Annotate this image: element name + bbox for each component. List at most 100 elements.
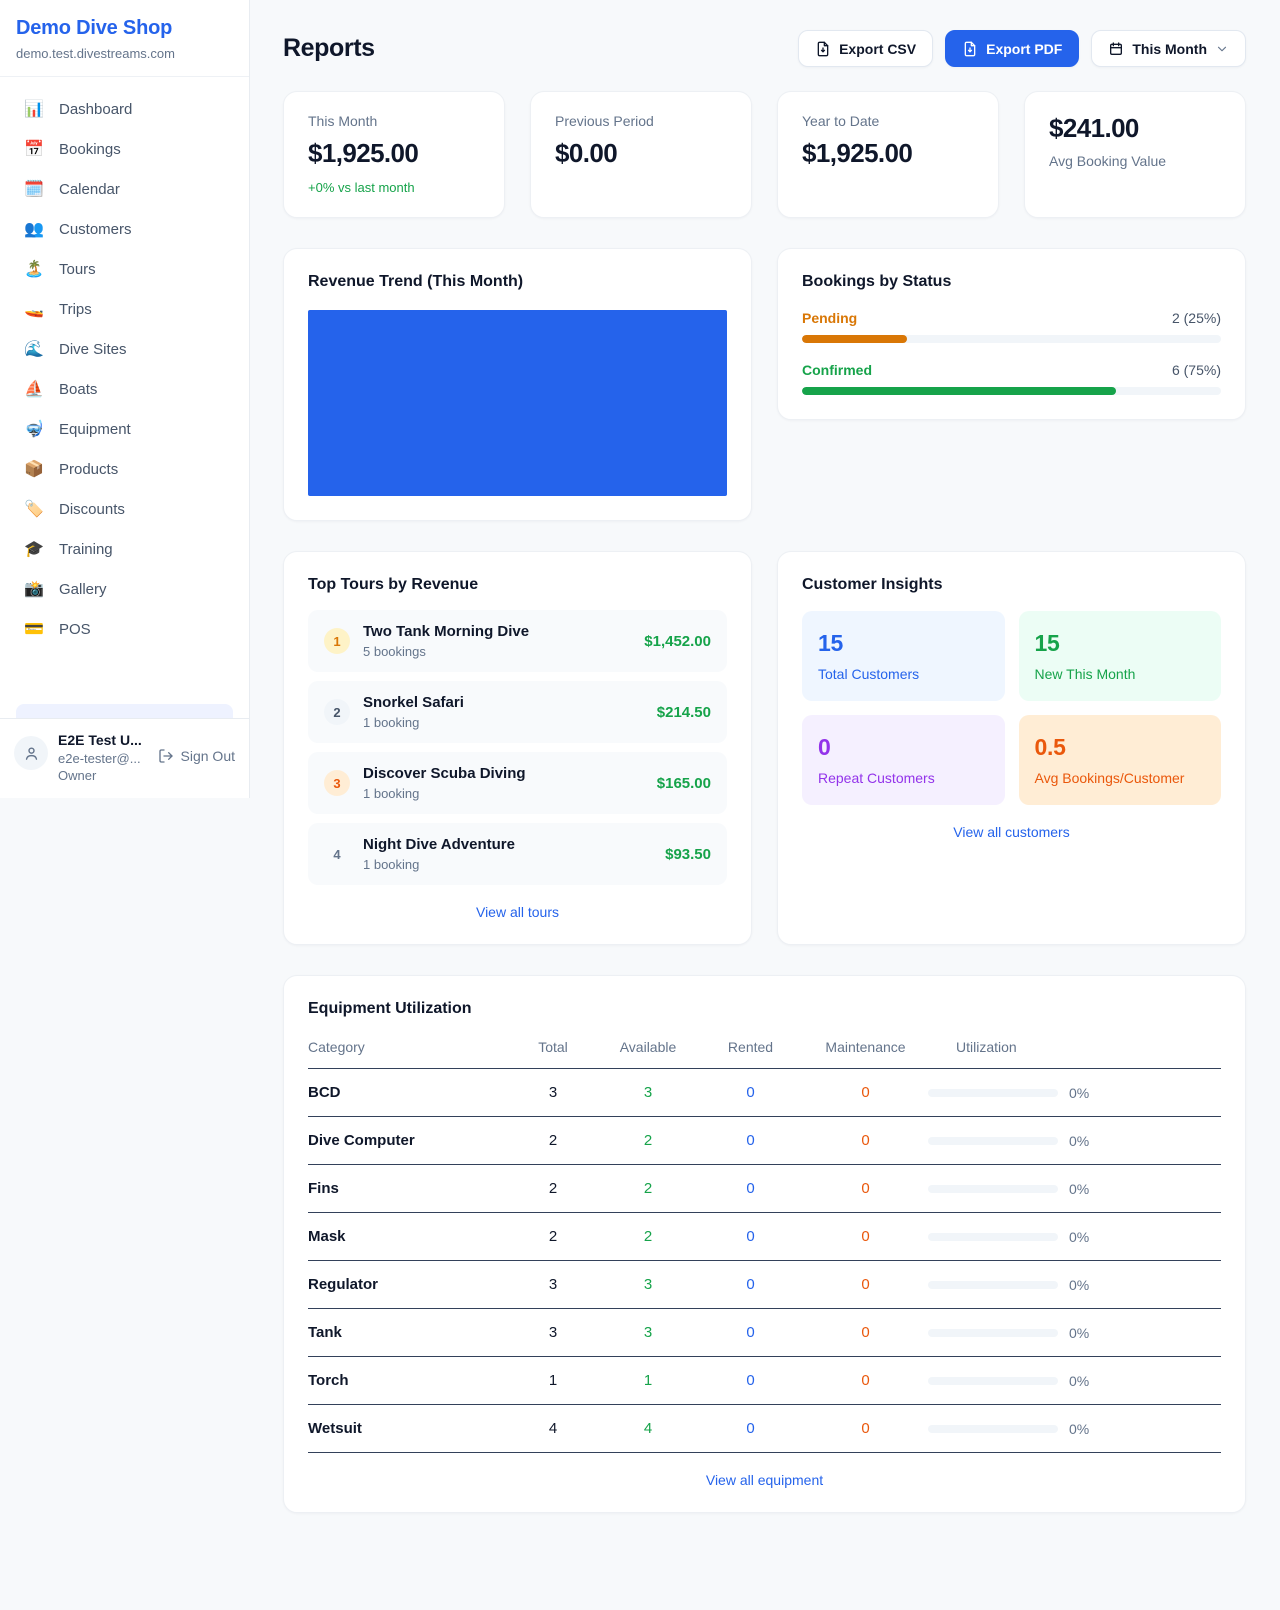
tour-row: 1 Two Tank Morning Dive 5 bookings $1,45…	[308, 610, 727, 672]
tour-bookings: 1 booking	[363, 715, 420, 730]
dive-sites-icon[interactable]: 🌊 Dive Sites	[8, 329, 241, 369]
calendar-icon[interactable]: 🗓️ Calendar	[8, 169, 241, 209]
utilization-percent: 0%	[1069, 1276, 1090, 1293]
export-pdf-label: Export PDF	[986, 40, 1063, 57]
equipment-available: 2	[643, 1132, 653, 1149]
customers-icon[interactable]: 👥 Customers	[8, 209, 241, 249]
period-dropdown[interactable]: This Month	[1091, 30, 1246, 67]
bookings-by-status-card: Bookings by Status Pending 2 (25%) Confi…	[777, 248, 1246, 420]
equipment-row: Tank 3 3 0 0 0%	[308, 1309, 1221, 1357]
equipment-rented: 0	[746, 1084, 755, 1101]
equipment-available: 3	[643, 1324, 653, 1341]
products-icon[interactable]: 📦 Products	[8, 449, 241, 489]
training-icon[interactable]: 🎓 Training	[8, 529, 241, 569]
equipment-row: Fins 2 2 0 0 0%	[308, 1165, 1221, 1213]
equipment-utilization-card: Equipment Utilization Category Total Ava…	[283, 975, 1246, 1513]
equipment-row: Wetsuit 4 4 0 0 0%	[308, 1405, 1221, 1453]
stat-value: $241.00	[1049, 113, 1139, 143]
insight-value: 15	[1034, 630, 1060, 656]
view-all-equipment-link[interactable]: View all equipment	[705, 1472, 824, 1488]
insight-label: New This Month	[1034, 666, 1136, 682]
stat-value: $1,925.00	[308, 138, 419, 168]
sidebar-item-active-partial[interactable]	[16, 704, 233, 718]
utilization-percent: 0%	[1069, 1228, 1090, 1245]
nav-label: Equipment	[59, 420, 131, 438]
shop-name: Demo Dive Shop	[16, 17, 173, 39]
equipment-category: Dive Computer	[308, 1132, 415, 1149]
nav-icon: 🌊	[24, 341, 44, 358]
avatar	[14, 736, 48, 770]
gallery-icon[interactable]: 📸 Gallery	[8, 569, 241, 609]
status-progress-fill	[802, 387, 1117, 395]
equipment-row: Mask 2 2 0 0 0%	[308, 1213, 1221, 1261]
shop-domain: demo.test.divestreams.com	[16, 46, 175, 61]
tours-icon[interactable]: 🏝️ Tours	[8, 249, 241, 289]
equipment-maintenance: 0	[861, 1324, 870, 1341]
page-title: Reports	[283, 34, 375, 62]
equipment-total: 3	[548, 1084, 558, 1101]
equipment-total: 3	[548, 1276, 558, 1293]
period-label: This Month	[1132, 40, 1207, 57]
equipment-maintenance: 0	[861, 1180, 870, 1197]
sidebar-nav: 📊 Dashboard 📅 Bookings 🗓️ Calendar 👥 Cus…	[0, 77, 249, 718]
insight-value: 0	[818, 734, 831, 760]
insight-tile: 15 New This Month	[1018, 611, 1221, 701]
top-tours-card: Top Tours by Revenue 1 Two Tank Morning …	[283, 551, 752, 945]
utilization-bar	[928, 1088, 1058, 1097]
export-pdf-button[interactable]: Export PDF	[945, 30, 1080, 67]
view-all-customers-link[interactable]: View all customers	[953, 824, 1070, 840]
equipment-category: Wetsuit	[308, 1420, 362, 1437]
top-tours-title: Top Tours by Revenue	[308, 576, 479, 593]
tour-bookings: 1 booking	[363, 786, 420, 801]
dashboard-icon[interactable]: 📊 Dashboard	[8, 89, 241, 129]
nav-icon: 🏝️	[24, 261, 44, 278]
second-row: Top Tours by Revenue 1 Two Tank Morning …	[283, 551, 1246, 945]
trips-icon[interactable]: 🚤 Trips	[8, 289, 241, 329]
nav-label: Boats	[59, 380, 98, 398]
pos-icon[interactable]: 💳 POS	[8, 609, 241, 649]
discounts-icon[interactable]: 🏷️ Discounts	[8, 489, 241, 529]
equipment-category: BCD	[308, 1084, 341, 1101]
bookings-icon[interactable]: 📅 Bookings	[8, 129, 241, 169]
utilization-percent: 0%	[1069, 1372, 1090, 1389]
equipment-maintenance: 0	[861, 1372, 870, 1389]
equipment-table-body: BCD 3 3 0 0 0% Dive Computer 2	[308, 1069, 1221, 1453]
user-name: E2E Test U...	[58, 732, 142, 748]
boats-icon[interactable]: ⛵ Boats	[8, 369, 241, 409]
equipment-category: Mask	[308, 1228, 346, 1245]
tour-revenue: $93.50	[665, 845, 711, 863]
nav-label: Dive Sites	[59, 340, 127, 358]
equipment-total: 2	[548, 1228, 558, 1245]
equipment-rented: 0	[746, 1372, 755, 1389]
customer-insights-card: Customer Insights 15 Total Customers 15 …	[777, 551, 1246, 945]
logout-icon	[158, 748, 174, 764]
equipment-available: 2	[643, 1180, 653, 1197]
nav-icon: 🎓	[24, 541, 44, 558]
equipment-available: 2	[643, 1228, 653, 1245]
equipment-category: Fins	[308, 1180, 339, 1197]
insight-value: 15	[818, 630, 843, 656]
rank-badge: 4	[333, 846, 341, 862]
tour-name: Two Tank Morning Dive	[363, 623, 530, 640]
view-all-tours-link[interactable]: View all tours	[475, 904, 559, 920]
calendar-icon	[1108, 41, 1124, 57]
export-csv-button[interactable]: Export CSV	[798, 30, 934, 67]
col-maintenance: Maintenance	[825, 1039, 906, 1055]
nav-icon: 🗓️	[24, 181, 44, 198]
sign-out-button[interactable]: Sign Out	[158, 748, 235, 764]
stat-value: $0.00	[555, 138, 618, 168]
insight-label: Avg Bookings/Customer	[1034, 770, 1185, 786]
sign-out-label: Sign Out	[180, 748, 235, 764]
equipment-icon[interactable]: 🤿 Equipment	[8, 409, 241, 449]
tour-row: 2 Snorkel Safari 1 booking $214.50	[308, 681, 727, 743]
tour-name: Night Dive Adventure	[363, 836, 515, 853]
utilization-percent: 0%	[1069, 1084, 1090, 1101]
tour-row: 4 Night Dive Adventure 1 booking $93.50	[308, 823, 727, 885]
sidebar-header: Demo Dive Shop demo.test.divestreams.com	[0, 0, 249, 77]
equipment-maintenance: 0	[861, 1084, 870, 1101]
insights-grid: 15 Total Customers 15 New This Month 0 R…	[802, 611, 1221, 805]
equipment-maintenance: 0	[861, 1132, 870, 1149]
revenue-trend-bar	[308, 310, 727, 496]
col-rented: Rented	[727, 1039, 774, 1055]
col-category: Category	[308, 1039, 365, 1055]
